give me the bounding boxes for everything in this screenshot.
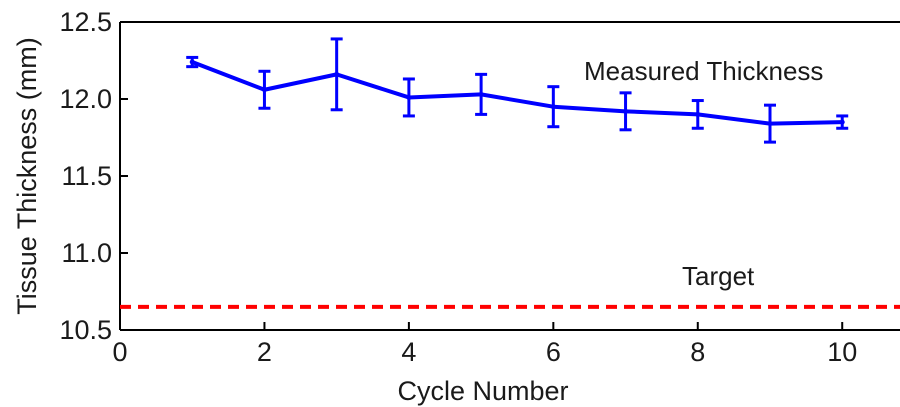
x-axis-title: Cycle Number <box>397 376 568 406</box>
y-tick-label: 11.0 <box>61 238 112 268</box>
y-axis-title: Tissue Thickness (mm) <box>12 37 42 315</box>
data-point <box>406 94 412 100</box>
x-tick-label: 2 <box>257 337 272 367</box>
x-ticks: 0 2 4 6 8 10 <box>112 322 857 367</box>
x-tick-label: 10 <box>827 337 857 367</box>
data-point <box>623 108 629 114</box>
data-point <box>767 121 773 127</box>
x-tick-label: 0 <box>112 337 127 367</box>
y-tick-label: 10.5 <box>59 315 112 345</box>
data-point <box>334 71 340 77</box>
data-point <box>550 104 556 110</box>
data-point <box>478 91 484 97</box>
x-tick-label: 4 <box>401 337 416 367</box>
y-tick-label: 12.5 <box>59 7 112 37</box>
annotation-measured-thickness: Measured Thickness <box>584 56 823 86</box>
x-tick-label: 8 <box>690 337 705 367</box>
y-tick-label: 11.5 <box>61 161 112 191</box>
data-point <box>839 119 845 125</box>
data-point <box>261 87 267 93</box>
x-tick-label: 6 <box>546 337 561 367</box>
y-tick-label: 12.0 <box>59 84 112 114</box>
annotation-target: Target <box>682 261 755 291</box>
y-ticks: 10.5 11.0 11.5 12.0 12.5 <box>59 7 128 345</box>
series-layer <box>120 37 900 309</box>
data-point <box>695 111 701 117</box>
measured-thickness-line <box>191 60 843 126</box>
data-point <box>189 59 195 65</box>
